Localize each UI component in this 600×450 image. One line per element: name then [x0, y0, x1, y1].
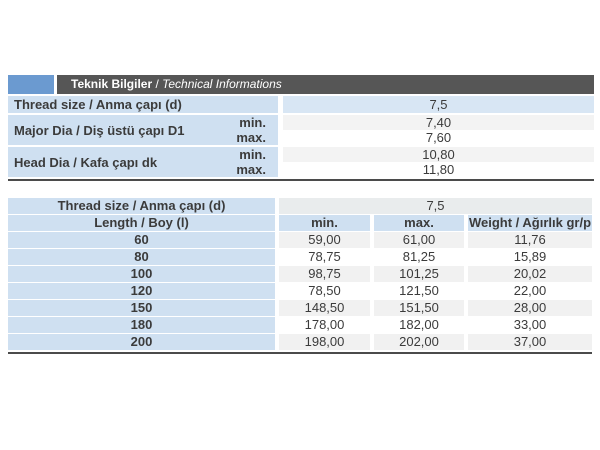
- min-cell: 59,00: [279, 232, 370, 248]
- length-cell: 120: [8, 283, 275, 299]
- spec-table: Thread size / Anma çapı (d) 7,5 Major Di…: [8, 96, 594, 181]
- min-cell: 98,75: [279, 266, 370, 282]
- max-cell: 81,25: [374, 249, 464, 265]
- weight-cell: 37,00: [468, 334, 592, 350]
- min-cell: 78,50: [279, 283, 370, 299]
- max-cell: 182,00: [374, 317, 464, 333]
- spec-row-thread-size: Thread size / Anma çapı (d) 7,5: [8, 96, 594, 113]
- weight-cell: 15,89: [468, 249, 592, 265]
- section-title-turkish: Teknik Bilgiler: [71, 77, 153, 91]
- spec-label-major-dia-text: Major Dia / Diş üstü çapı D1: [14, 122, 185, 138]
- spec-label-head-dia: Head Dia / Kafa çapı dk min. max.: [8, 147, 278, 177]
- spec-value-head-dia-min: 10,80: [283, 147, 594, 162]
- min-label: min.: [239, 147, 266, 162]
- size-table: Thread size / Anma çapı (d) 7,5 Length /…: [8, 198, 592, 350]
- weight-cell: 28,00: [468, 300, 592, 316]
- size-table-thread-size-value: 7,5: [279, 198, 592, 214]
- spec-row-major-dia: Major Dia / Diş üstü çapı D1 min. max. 7…: [8, 115, 594, 145]
- length-cell: 60: [8, 232, 275, 248]
- spec-table-bottom-rule: [8, 179, 594, 181]
- weight-cell: 11,76: [468, 232, 592, 248]
- max-label: max.: [236, 162, 266, 177]
- min-label: min.: [239, 115, 266, 130]
- column-header-min: min.: [279, 215, 370, 231]
- spec-label-major-dia: Major Dia / Diş üstü çapı D1 min. max.: [8, 115, 278, 145]
- spec-label-head-dia-text: Head Dia / Kafa çapı dk: [14, 154, 158, 170]
- min-cell: 198,00: [279, 334, 370, 350]
- spec-value-head-dia-max: 11,80: [283, 162, 594, 177]
- length-cell: 100: [8, 266, 275, 282]
- accent-square: [8, 75, 54, 94]
- min-cell: 78,75: [279, 249, 370, 265]
- length-cell: 200: [8, 334, 275, 350]
- spec-value-thread-size: 7,5: [283, 96, 594, 113]
- spec-minmax-major-dia: min. max.: [236, 115, 266, 145]
- column-header-max: max.: [374, 215, 464, 231]
- length-cell: 80: [8, 249, 275, 265]
- size-table-thread-size-label: Thread size / Anma çapı (d): [8, 198, 275, 214]
- max-label: max.: [236, 130, 266, 145]
- min-cell: 178,00: [279, 317, 370, 333]
- length-cell: 180: [8, 317, 275, 333]
- column-header-length: Length / Boy (l): [8, 215, 275, 231]
- spec-label-thread-size: Thread size / Anma çapı (d): [8, 96, 278, 113]
- spec-values-major-dia: 7,40 7,60: [283, 115, 594, 145]
- section-header: Teknik Bilgiler / Technical Informations: [8, 75, 594, 94]
- max-cell: 121,50: [374, 283, 464, 299]
- min-cell: 148,50: [279, 300, 370, 316]
- size-table-bottom-rule: [8, 352, 592, 354]
- weight-cell: 22,00: [468, 283, 592, 299]
- max-cell: 151,50: [374, 300, 464, 316]
- max-cell: 101,25: [374, 266, 464, 282]
- max-cell: 61,00: [374, 232, 464, 248]
- max-cell: 202,00: [374, 334, 464, 350]
- spec-value-major-dia-min: 7,40: [283, 115, 594, 130]
- section-title-english: Technical Informations: [162, 77, 282, 91]
- spec-value-major-dia-max: 7,60: [283, 130, 594, 145]
- spec-row-head-dia: Head Dia / Kafa çapı dk min. max. 10,80 …: [8, 147, 594, 177]
- spec-values-head-dia: 10,80 11,80: [283, 147, 594, 177]
- weight-cell: 33,00: [468, 317, 592, 333]
- section-title-separator: /: [152, 77, 163, 91]
- weight-cell: 20,02: [468, 266, 592, 282]
- length-cell: 150: [8, 300, 275, 316]
- section-title-bar: Teknik Bilgiler / Technical Informations: [57, 75, 594, 94]
- spec-minmax-head-dia: min. max.: [236, 147, 266, 177]
- column-header-weight: Weight / Ağırlık gr/p: [468, 215, 592, 231]
